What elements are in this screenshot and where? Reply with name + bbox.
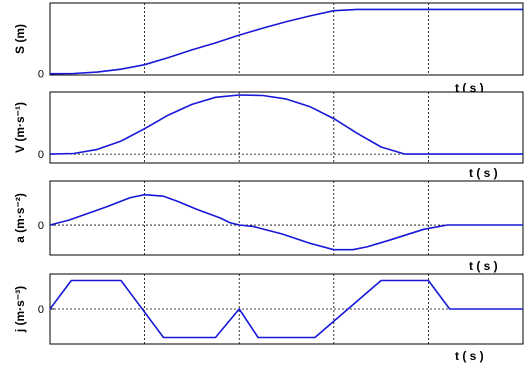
y-zero-tick-label: 0 — [38, 149, 44, 161]
velocity-x-axis-label: t ( s ) — [469, 166, 498, 180]
y-zero-tick-label: 0 — [38, 220, 44, 232]
acceleration-y-axis-label: a (m·s⁻²) — [13, 193, 27, 243]
position-panel: 0S (m)t ( s ) — [13, 2, 524, 95]
jerk-x-axis-label: t ( s ) — [455, 349, 484, 363]
velocity-y-axis-label: V (m·s⁻¹) — [13, 102, 27, 153]
velocity-panel: 0 V (m·s⁻¹) t ( s ) — [13, 91, 524, 180]
acceleration-curve — [49, 193, 523, 251]
plot-frame — [49, 91, 524, 164]
y-zero-tick-label: 0 — [38, 304, 44, 316]
velocity-curve — [49, 94, 523, 155]
acceleration-x-axis-label: t ( s ) — [469, 259, 498, 273]
position-curve — [49, 8, 523, 75]
y-zero-tick-label: 0 — [38, 69, 44, 81]
plot-frame — [49, 180, 524, 256]
acceleration-panel: 0 a (m·s⁻²) t ( s ) — [13, 180, 524, 273]
jerk-y-axis-label: j (m·s⁻³) — [13, 286, 27, 333]
plot-frame — [49, 2, 524, 76]
position-y-axis-label: S (m) — [13, 24, 27, 54]
jerk-curve — [49, 279, 523, 339]
jerk-panel: 0 j (m·s⁻³) t ( s ) — [13, 273, 524, 363]
